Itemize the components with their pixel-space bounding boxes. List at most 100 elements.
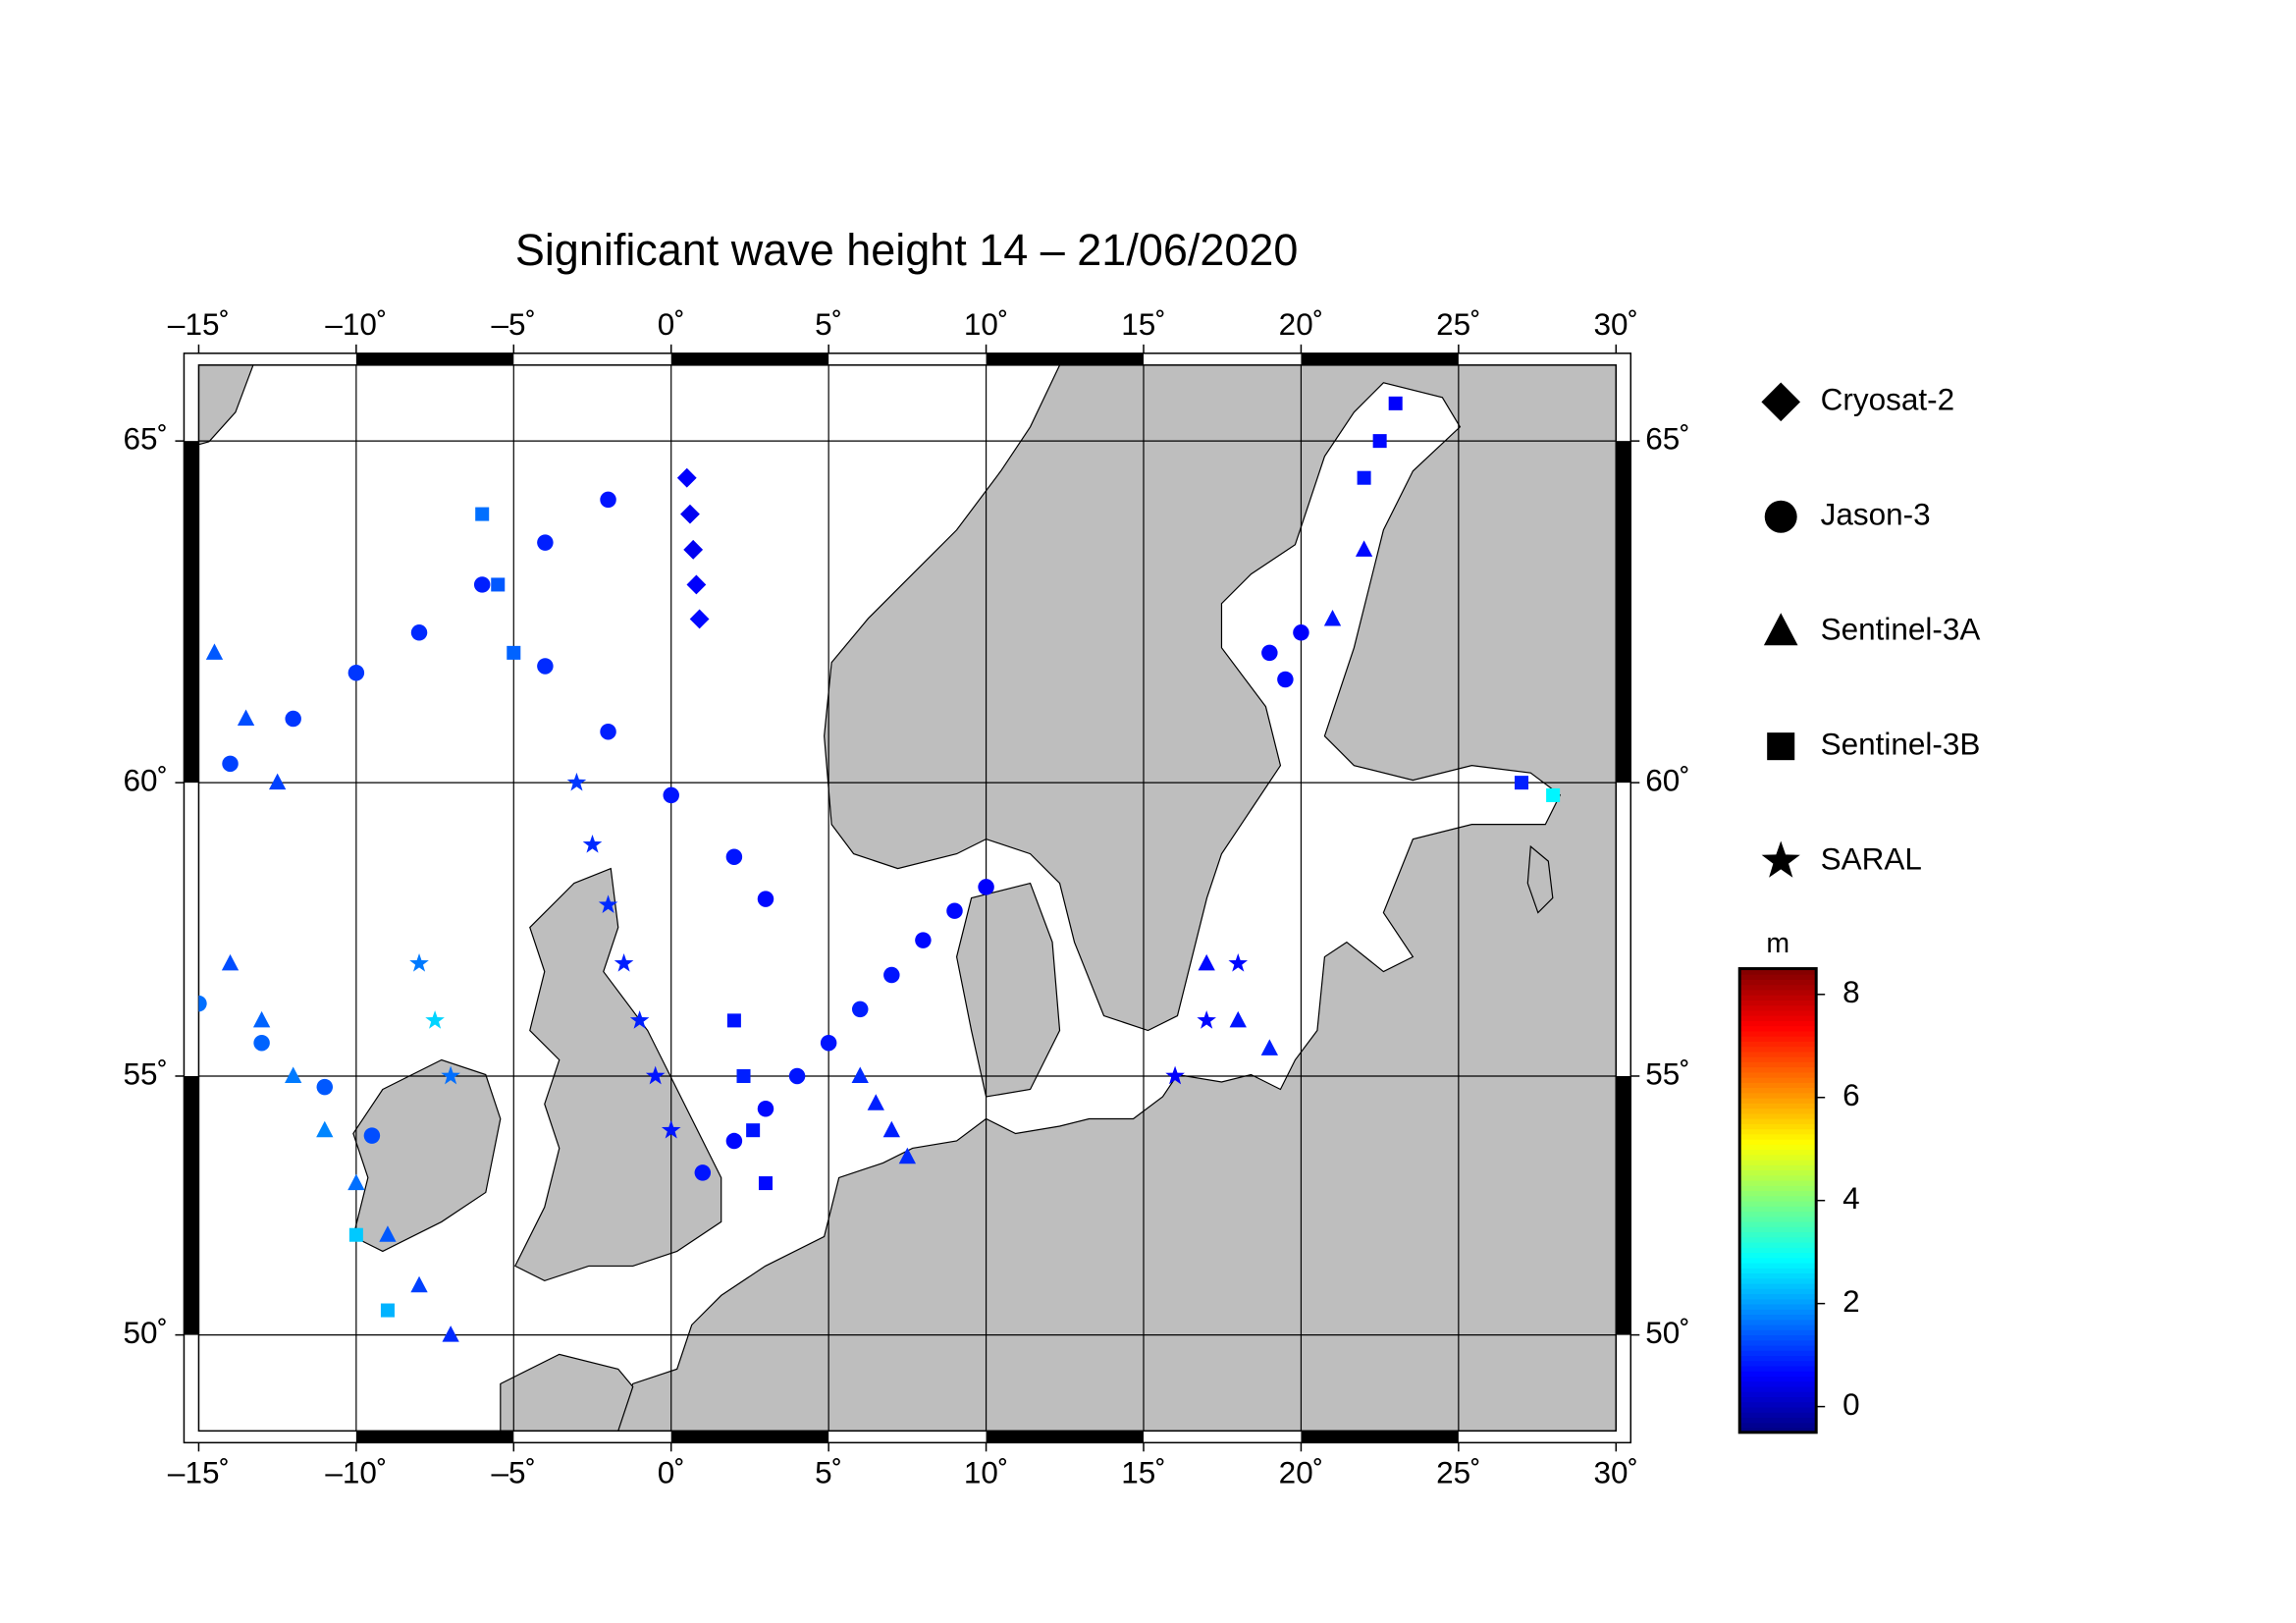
colorbar-swatch [1739,1334,1817,1341]
data-point [1293,624,1309,641]
colorbar-swatch [1739,1211,1817,1217]
colorbar-swatch [1739,1303,1817,1310]
frame-band [184,1075,199,1335]
colorbar-swatch [1739,994,1817,1001]
colorbar-swatch [1739,1293,1817,1300]
colorbar-swatch [1739,1055,1817,1062]
x-tick-label: –10˚ [325,1456,387,1490]
data-point [757,1101,774,1117]
legend-marker [1767,732,1795,761]
colorbar-swatch [1739,1112,1817,1119]
colorbar-swatch [1739,1324,1817,1330]
colorbar-swatch [1739,1225,1817,1233]
y-tick-label: 65˚ [123,421,167,456]
data-point [736,1068,751,1083]
data-point [978,879,994,895]
data-point [661,1119,681,1139]
data-point [686,574,707,595]
colorbar-swatch [1739,1102,1817,1109]
colorbar-swatch [1739,1014,1817,1021]
colorbar-swatch [1739,1349,1817,1357]
data-point [285,1066,302,1083]
map-area [198,364,1617,1432]
colorbar-swatch [1739,1122,1817,1130]
land-ireland [352,1058,502,1253]
data-point [285,710,301,728]
colorbar-swatch [1739,1360,1817,1367]
data-point [252,1010,271,1028]
colorbar-swatch [1739,1370,1817,1378]
data-point [725,848,743,865]
colorbar-swatch [1739,1030,1817,1037]
colorbar-tick-label: 8 [1842,975,1860,1009]
x-tick-label: 20˚ [1279,1456,1323,1490]
data-point [491,577,506,592]
data-point [537,658,554,675]
data-point [1197,1010,1216,1029]
map-title: Significant wave height 14 – 21/06/2020 [515,225,1299,275]
colorbar-swatch [1739,1277,1817,1284]
colorbar-swatch [1739,1355,1817,1362]
colorbar-swatch [1739,1396,1817,1403]
frame-band [1616,1075,1631,1335]
colorbar-swatch [1739,1401,1817,1408]
colorbar-swatch [1739,1076,1817,1083]
colorbar-swatch [1739,1174,1817,1181]
data-point [898,1147,917,1164]
y-tick-label: 55˚ [1645,1056,1689,1091]
data-point [379,1225,397,1242]
data-point [663,786,679,804]
data-point [409,953,429,972]
colorbar-label: m [1766,928,1789,959]
colorbar-swatch [1739,1082,1817,1089]
colorbar-swatch [1739,1298,1817,1305]
colorbar-swatch [1739,1159,1817,1165]
colorbar-swatch [1739,1319,1817,1325]
x-tick-label: –5˚ [492,1456,536,1490]
colorbar-swatch [1739,1117,1817,1124]
data-point [676,467,697,488]
frame-band [986,1431,1145,1443]
colorbar-swatch [1739,1231,1817,1238]
data-point [268,773,287,790]
data-point [645,1065,666,1085]
colorbar-swatch [1739,1035,1817,1042]
frame-band [184,441,199,784]
legend: Cryosat-2 Jason-3 Sentinel-3A Sentinel-3B SA… [1761,382,1981,878]
colorbar-swatch [1739,979,1817,986]
colorbar-swatch [1739,1205,1817,1213]
colorbar-swatch [1739,1200,1817,1207]
colorbar-swatch [1739,973,1817,980]
colorbar-swatch [1739,1097,1817,1104]
colorbar-swatch [1739,968,1817,975]
colorbar-swatch [1739,1257,1817,1264]
colorbar-swatch [1739,1133,1817,1140]
colorbar-swatch [1739,1380,1817,1387]
frame-band [986,352,1145,365]
data-point [347,664,365,681]
data-point [851,1066,869,1083]
x-tick-label: 30˚ [1594,1456,1638,1490]
data-point [600,723,616,740]
x-tick-label: 5˚ [815,1456,842,1490]
legend-label: Sentinel-3B [1821,727,1981,761]
data-point [1546,787,1561,802]
data-point [1372,434,1387,449]
data-point [946,902,963,919]
data-point [507,645,521,660]
data-point [237,709,255,727]
colorbar-swatch [1739,1376,1817,1382]
colorbar-swatch [1739,1344,1817,1351]
x-tick-label: 10˚ [964,1456,1008,1490]
data-point [1388,396,1403,410]
data-point [380,1303,395,1318]
colorbar-swatch [1739,1092,1817,1099]
colorbar-swatch [1739,1025,1817,1032]
frame-outer [183,352,1632,1444]
data-point [883,966,900,984]
colorbar-swatch [1739,1154,1817,1161]
x-tick-label: 25˚ [1436,307,1480,342]
legend-marker [1764,500,1797,533]
land-europe [587,364,1617,1432]
colorbar-tick-label: 0 [1842,1387,1860,1422]
